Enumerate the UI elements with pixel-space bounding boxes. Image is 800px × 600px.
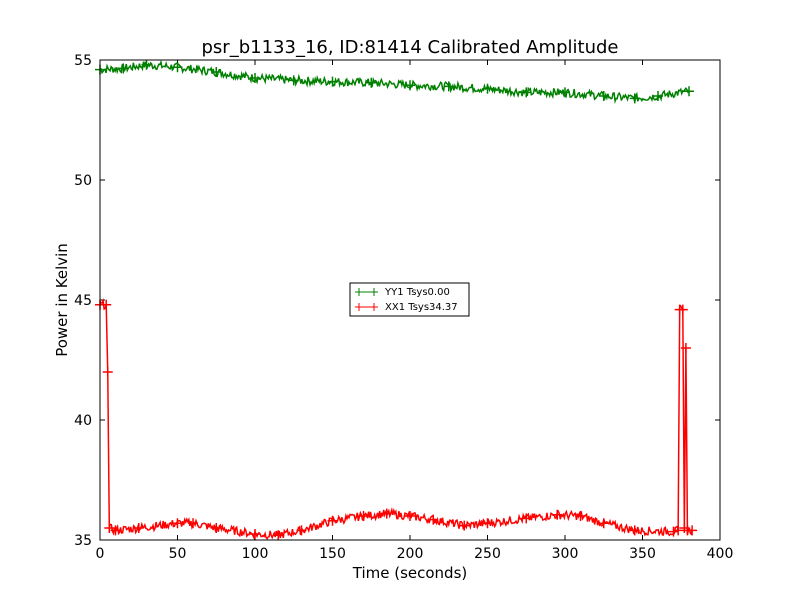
data-point: [141, 59, 152, 70]
data-point: [575, 511, 586, 521]
data-point: [188, 518, 198, 529]
data-point: [250, 529, 260, 539]
data-point: [172, 62, 183, 73]
data-point: [288, 75, 299, 86]
x-tick-label: 50: [169, 546, 187, 562]
data-point: [673, 525, 684, 536]
series-yy1: [95, 59, 694, 105]
data-point: [521, 513, 532, 524]
data-point: [327, 76, 338, 87]
data-point: [552, 509, 563, 520]
data-point: [273, 530, 284, 541]
x-tick-label: 150: [319, 546, 346, 562]
data-point: [102, 367, 113, 377]
data-point: [211, 67, 222, 77]
x-tick-label: 200: [397, 546, 424, 562]
x-tick-label: 400: [707, 546, 734, 562]
data-point: [684, 86, 694, 97]
data-point: [405, 511, 415, 521]
y-tick-label: 45: [74, 293, 92, 309]
data-point: [680, 343, 691, 353]
x-axis-label: Time (seconds): [352, 564, 468, 582]
data-point: [172, 518, 183, 529]
data-point: [687, 525, 698, 536]
x-tick-label: 300: [552, 546, 579, 562]
legend-label-xx1: XX1 Tsys34.37: [385, 302, 458, 313]
data-point: [366, 77, 377, 88]
data-point: [598, 91, 609, 101]
series-line: [99, 59, 690, 105]
data-point: [482, 518, 493, 529]
plot-frame: [99, 59, 721, 541]
data-point: [653, 91, 663, 101]
series-line: [99, 298, 693, 541]
y-tick-label: 35: [74, 533, 92, 549]
y-axis-label: Power in Kelvin: [53, 243, 71, 357]
data-point: [428, 514, 439, 525]
y-tick-label: 55: [74, 53, 92, 69]
data-point: [405, 80, 415, 91]
data-point: [381, 508, 392, 519]
data-point: [443, 81, 454, 92]
data-point: [521, 87, 532, 98]
data-point: [250, 73, 260, 83]
data-point: [459, 520, 470, 531]
data-point: [296, 525, 307, 536]
x-tick-label: 0: [96, 546, 105, 562]
x-tick-label: 250: [474, 546, 501, 562]
data-point: [358, 511, 369, 521]
data-point: [327, 515, 338, 526]
y-tick-label: 40: [74, 413, 92, 429]
data-point: [677, 304, 688, 315]
data-point: [598, 518, 609, 529]
legend-label-yy1: YY1 Tsys0.00: [384, 287, 450, 298]
data-point: [629, 93, 640, 104]
data-point: [104, 523, 115, 533]
chart-title: psr_b1133_16, ID:81414 Calibrated Amplit…: [202, 37, 619, 58]
data-point: [560, 87, 570, 98]
data-point: [118, 63, 129, 74]
data-point: [110, 525, 121, 536]
data-point: [211, 523, 222, 533]
data-point: [668, 526, 679, 537]
data-point: [629, 525, 640, 536]
legend: YY1 Tsys0.00 XX1 Tsys34.37: [349, 282, 470, 317]
data-point: [482, 83, 493, 94]
data-point: [101, 299, 112, 310]
series-xx1: [95, 298, 698, 541]
x-tick-label: 350: [629, 546, 656, 562]
x-tick-label: 100: [242, 546, 269, 562]
y-tick-label: 50: [74, 173, 92, 189]
data-point: [133, 523, 144, 533]
